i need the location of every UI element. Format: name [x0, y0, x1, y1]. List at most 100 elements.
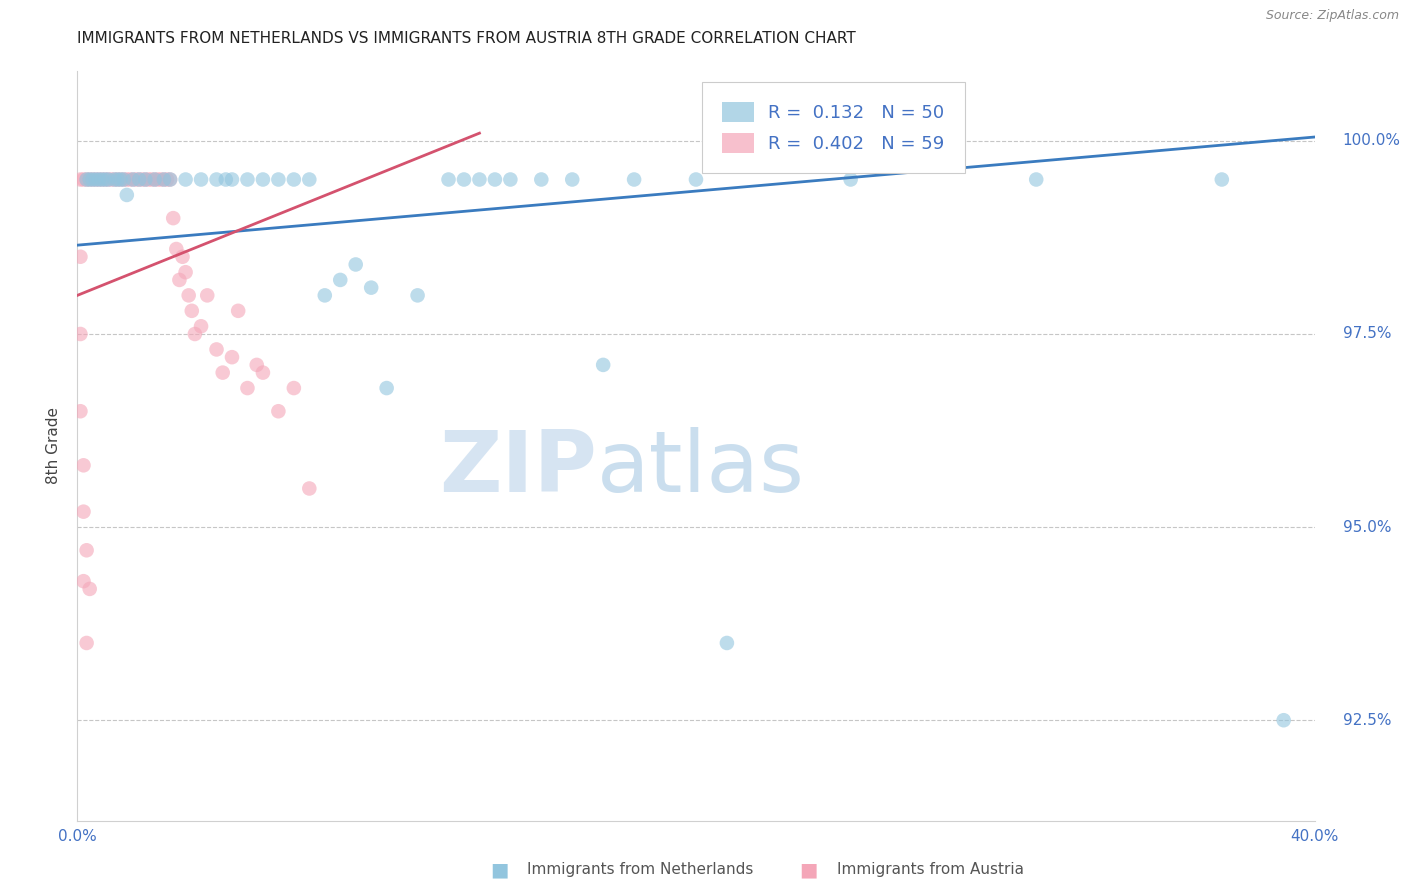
Point	[97, 172, 120, 186]
Point	[172, 250, 194, 264]
Point	[110, 172, 132, 186]
Text: 100.0%: 100.0%	[1343, 134, 1400, 148]
Point	[190, 172, 212, 186]
Point	[236, 172, 259, 186]
Legend: R =  0.132   N = 50, R =  0.402   N = 59: R = 0.132 N = 50, R = 0.402 N = 59	[707, 88, 959, 168]
Point	[112, 172, 135, 186]
Point	[221, 172, 243, 186]
Text: 95.0%: 95.0%	[1343, 520, 1391, 534]
Point	[468, 172, 491, 186]
Point	[82, 172, 104, 186]
Point	[134, 172, 156, 186]
Point	[205, 343, 228, 357]
Point	[110, 172, 132, 186]
Point	[484, 172, 506, 186]
Point	[94, 172, 117, 186]
Point	[149, 172, 172, 186]
Point	[103, 172, 125, 186]
Text: ■: ■	[489, 860, 509, 880]
Point	[283, 381, 305, 395]
Point	[72, 505, 94, 519]
Point	[1025, 172, 1047, 186]
Point	[252, 172, 274, 186]
Point	[82, 172, 104, 186]
Point	[125, 172, 148, 186]
Point	[592, 358, 614, 372]
Point	[153, 172, 176, 186]
Point	[146, 172, 169, 186]
Point	[84, 172, 107, 186]
Point	[115, 188, 138, 202]
Point	[236, 381, 259, 395]
Point	[205, 172, 228, 186]
Point	[329, 273, 352, 287]
Point	[84, 172, 107, 186]
Point	[283, 172, 305, 186]
Point	[623, 172, 645, 186]
Point	[159, 172, 181, 186]
Point	[141, 172, 163, 186]
Point	[69, 172, 91, 186]
Point	[174, 172, 197, 186]
Point	[195, 288, 218, 302]
Point	[72, 574, 94, 589]
Point	[115, 172, 138, 186]
Text: Immigrants from Austria: Immigrants from Austria	[837, 863, 1024, 877]
Point	[159, 172, 181, 186]
Point	[134, 172, 156, 186]
Point	[112, 172, 135, 186]
Point	[246, 358, 269, 372]
Point	[177, 288, 200, 302]
Point	[91, 172, 114, 186]
Point	[298, 482, 321, 496]
Point	[97, 172, 120, 186]
Point	[499, 172, 522, 186]
Text: IMMIGRANTS FROM NETHERLANDS VS IMMIGRANTS FROM AUSTRIA 8TH GRADE CORRELATION CHA: IMMIGRANTS FROM NETHERLANDS VS IMMIGRANT…	[77, 31, 856, 46]
Point	[87, 172, 110, 186]
Point	[156, 172, 179, 186]
Text: ■: ■	[799, 860, 818, 880]
Text: Immigrants from Netherlands: Immigrants from Netherlands	[527, 863, 754, 877]
Text: Source: ZipAtlas.com: Source: ZipAtlas.com	[1265, 9, 1399, 22]
Point	[79, 172, 101, 186]
Point	[180, 303, 202, 318]
Point	[360, 280, 382, 294]
Point	[128, 172, 150, 186]
Point	[76, 172, 98, 186]
Point	[103, 172, 125, 186]
Point	[76, 636, 98, 650]
Point	[190, 319, 212, 334]
Point	[107, 172, 129, 186]
Text: atlas: atlas	[598, 427, 806, 510]
Point	[314, 288, 336, 302]
Point	[406, 288, 429, 302]
Point	[72, 172, 94, 186]
Text: 92.5%: 92.5%	[1343, 713, 1391, 728]
Text: 97.5%: 97.5%	[1343, 326, 1391, 342]
Point	[79, 172, 101, 186]
Point	[76, 172, 98, 186]
Point	[252, 366, 274, 380]
Point	[162, 211, 184, 226]
Point	[79, 582, 101, 596]
Point	[138, 172, 160, 186]
Point	[91, 172, 114, 186]
Point	[122, 172, 145, 186]
Point	[215, 172, 238, 186]
Point	[153, 172, 176, 186]
Point	[184, 326, 207, 341]
Point	[143, 172, 166, 186]
Point	[69, 326, 91, 341]
Point	[76, 543, 98, 558]
Point	[267, 404, 290, 418]
Point	[131, 172, 153, 186]
Point	[69, 250, 91, 264]
Point	[267, 172, 290, 186]
Text: ZIP: ZIP	[439, 427, 598, 510]
Point	[169, 273, 191, 287]
Point	[100, 172, 122, 186]
Point	[87, 172, 110, 186]
Point	[211, 366, 233, 380]
Point	[128, 172, 150, 186]
Point	[122, 172, 145, 186]
